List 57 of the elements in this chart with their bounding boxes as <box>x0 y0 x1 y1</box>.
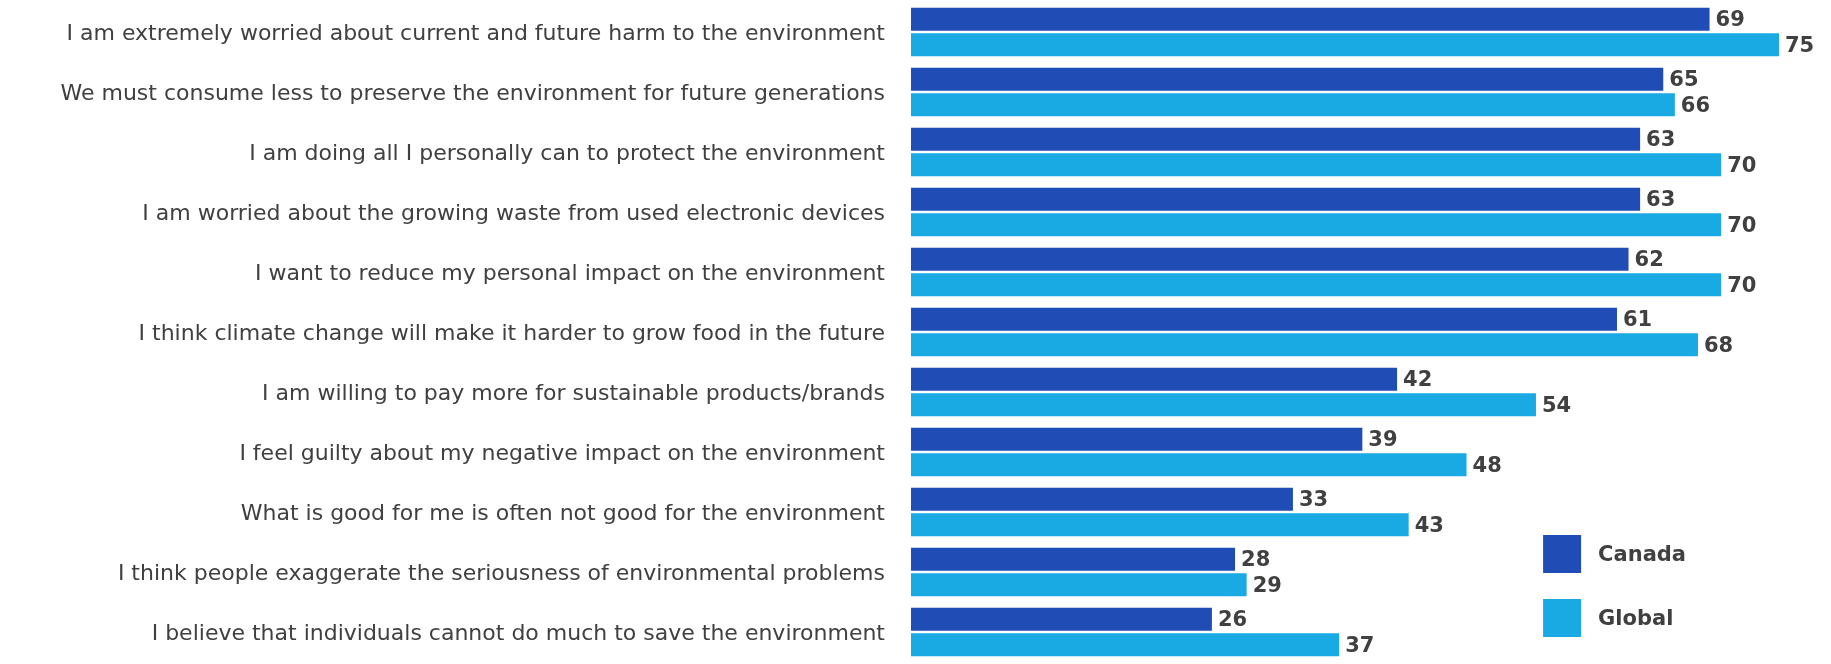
data-label: 62 <box>1634 247 1664 272</box>
bar <box>911 187 1641 211</box>
bar <box>911 333 1698 357</box>
data-label: 37 <box>1345 632 1375 657</box>
bar <box>911 607 1212 631</box>
bar <box>911 153 1722 177</box>
data-label: 48 <box>1472 452 1502 477</box>
bar <box>911 33 1779 57</box>
bar <box>911 93 1675 117</box>
bar <box>911 367 1398 391</box>
data-label: 69 <box>1715 7 1745 32</box>
bar <box>911 573 1247 597</box>
bar <box>911 427 1363 451</box>
y-tick-label: I believe that individuals cannot do much to save the environment <box>151 619 886 645</box>
data-label: 70 <box>1727 212 1757 237</box>
y-tick-label: I am willing to pay more for sustainable products/brands <box>262 379 885 405</box>
bar <box>911 7 1710 31</box>
y-tick-label: We must consume less to preserve the environment for future generations <box>60 79 885 105</box>
legend-label: Global <box>1598 606 1674 630</box>
data-label: 28 <box>1241 547 1271 572</box>
bar <box>911 513 1409 537</box>
bar <box>911 273 1722 297</box>
y-tick-label: I want to reduce my personal impact on the environment <box>255 259 886 285</box>
data-label: 42 <box>1403 367 1433 392</box>
y-tick-label: What is good for me is often not good for the environment <box>240 499 886 525</box>
data-label: 65 <box>1669 67 1699 92</box>
data-label: 29 <box>1252 572 1282 597</box>
y-tick-label: I am worried about the growing waste from used electronic devices <box>142 199 885 225</box>
data-label: 66 <box>1680 92 1711 117</box>
bar <box>911 247 1629 271</box>
y-tick-label: I think people exaggerate the seriousness of environmental problems <box>117 559 885 585</box>
bar <box>911 307 1617 331</box>
bar <box>911 547 1236 571</box>
bar <box>911 127 1641 151</box>
data-label: 43 <box>1414 512 1444 537</box>
bar <box>911 213 1722 237</box>
data-label: 70 <box>1727 152 1757 177</box>
y-tick-label: I feel guilty about my negative impact on the environment <box>239 439 886 465</box>
bar <box>911 487 1293 511</box>
bar <box>911 393 1536 417</box>
data-label: 61 <box>1622 307 1653 332</box>
data-label: 39 <box>1368 427 1398 452</box>
bar <box>911 453 1467 477</box>
data-label: 63 <box>1646 127 1676 152</box>
y-tick-label: I am extremely worried about current and future harm to the environment <box>66 19 886 45</box>
bar <box>911 633 1340 657</box>
bar <box>911 67 1664 91</box>
data-label: 33 <box>1298 487 1329 512</box>
y-tick-label: I think climate change will make it harder to grow food in the future <box>138 319 885 345</box>
data-label: 70 <box>1727 272 1757 297</box>
data-label: 63 <box>1646 187 1676 212</box>
data-label: 26 <box>1217 607 1248 632</box>
y-tick-label: I am doing all I personally can to protect the environment <box>249 139 886 165</box>
legend-label: Canada <box>1598 542 1687 566</box>
data-label: 75 <box>1785 32 1815 57</box>
data-label: 68 <box>1703 332 1734 357</box>
data-label: 54 <box>1541 392 1572 417</box>
